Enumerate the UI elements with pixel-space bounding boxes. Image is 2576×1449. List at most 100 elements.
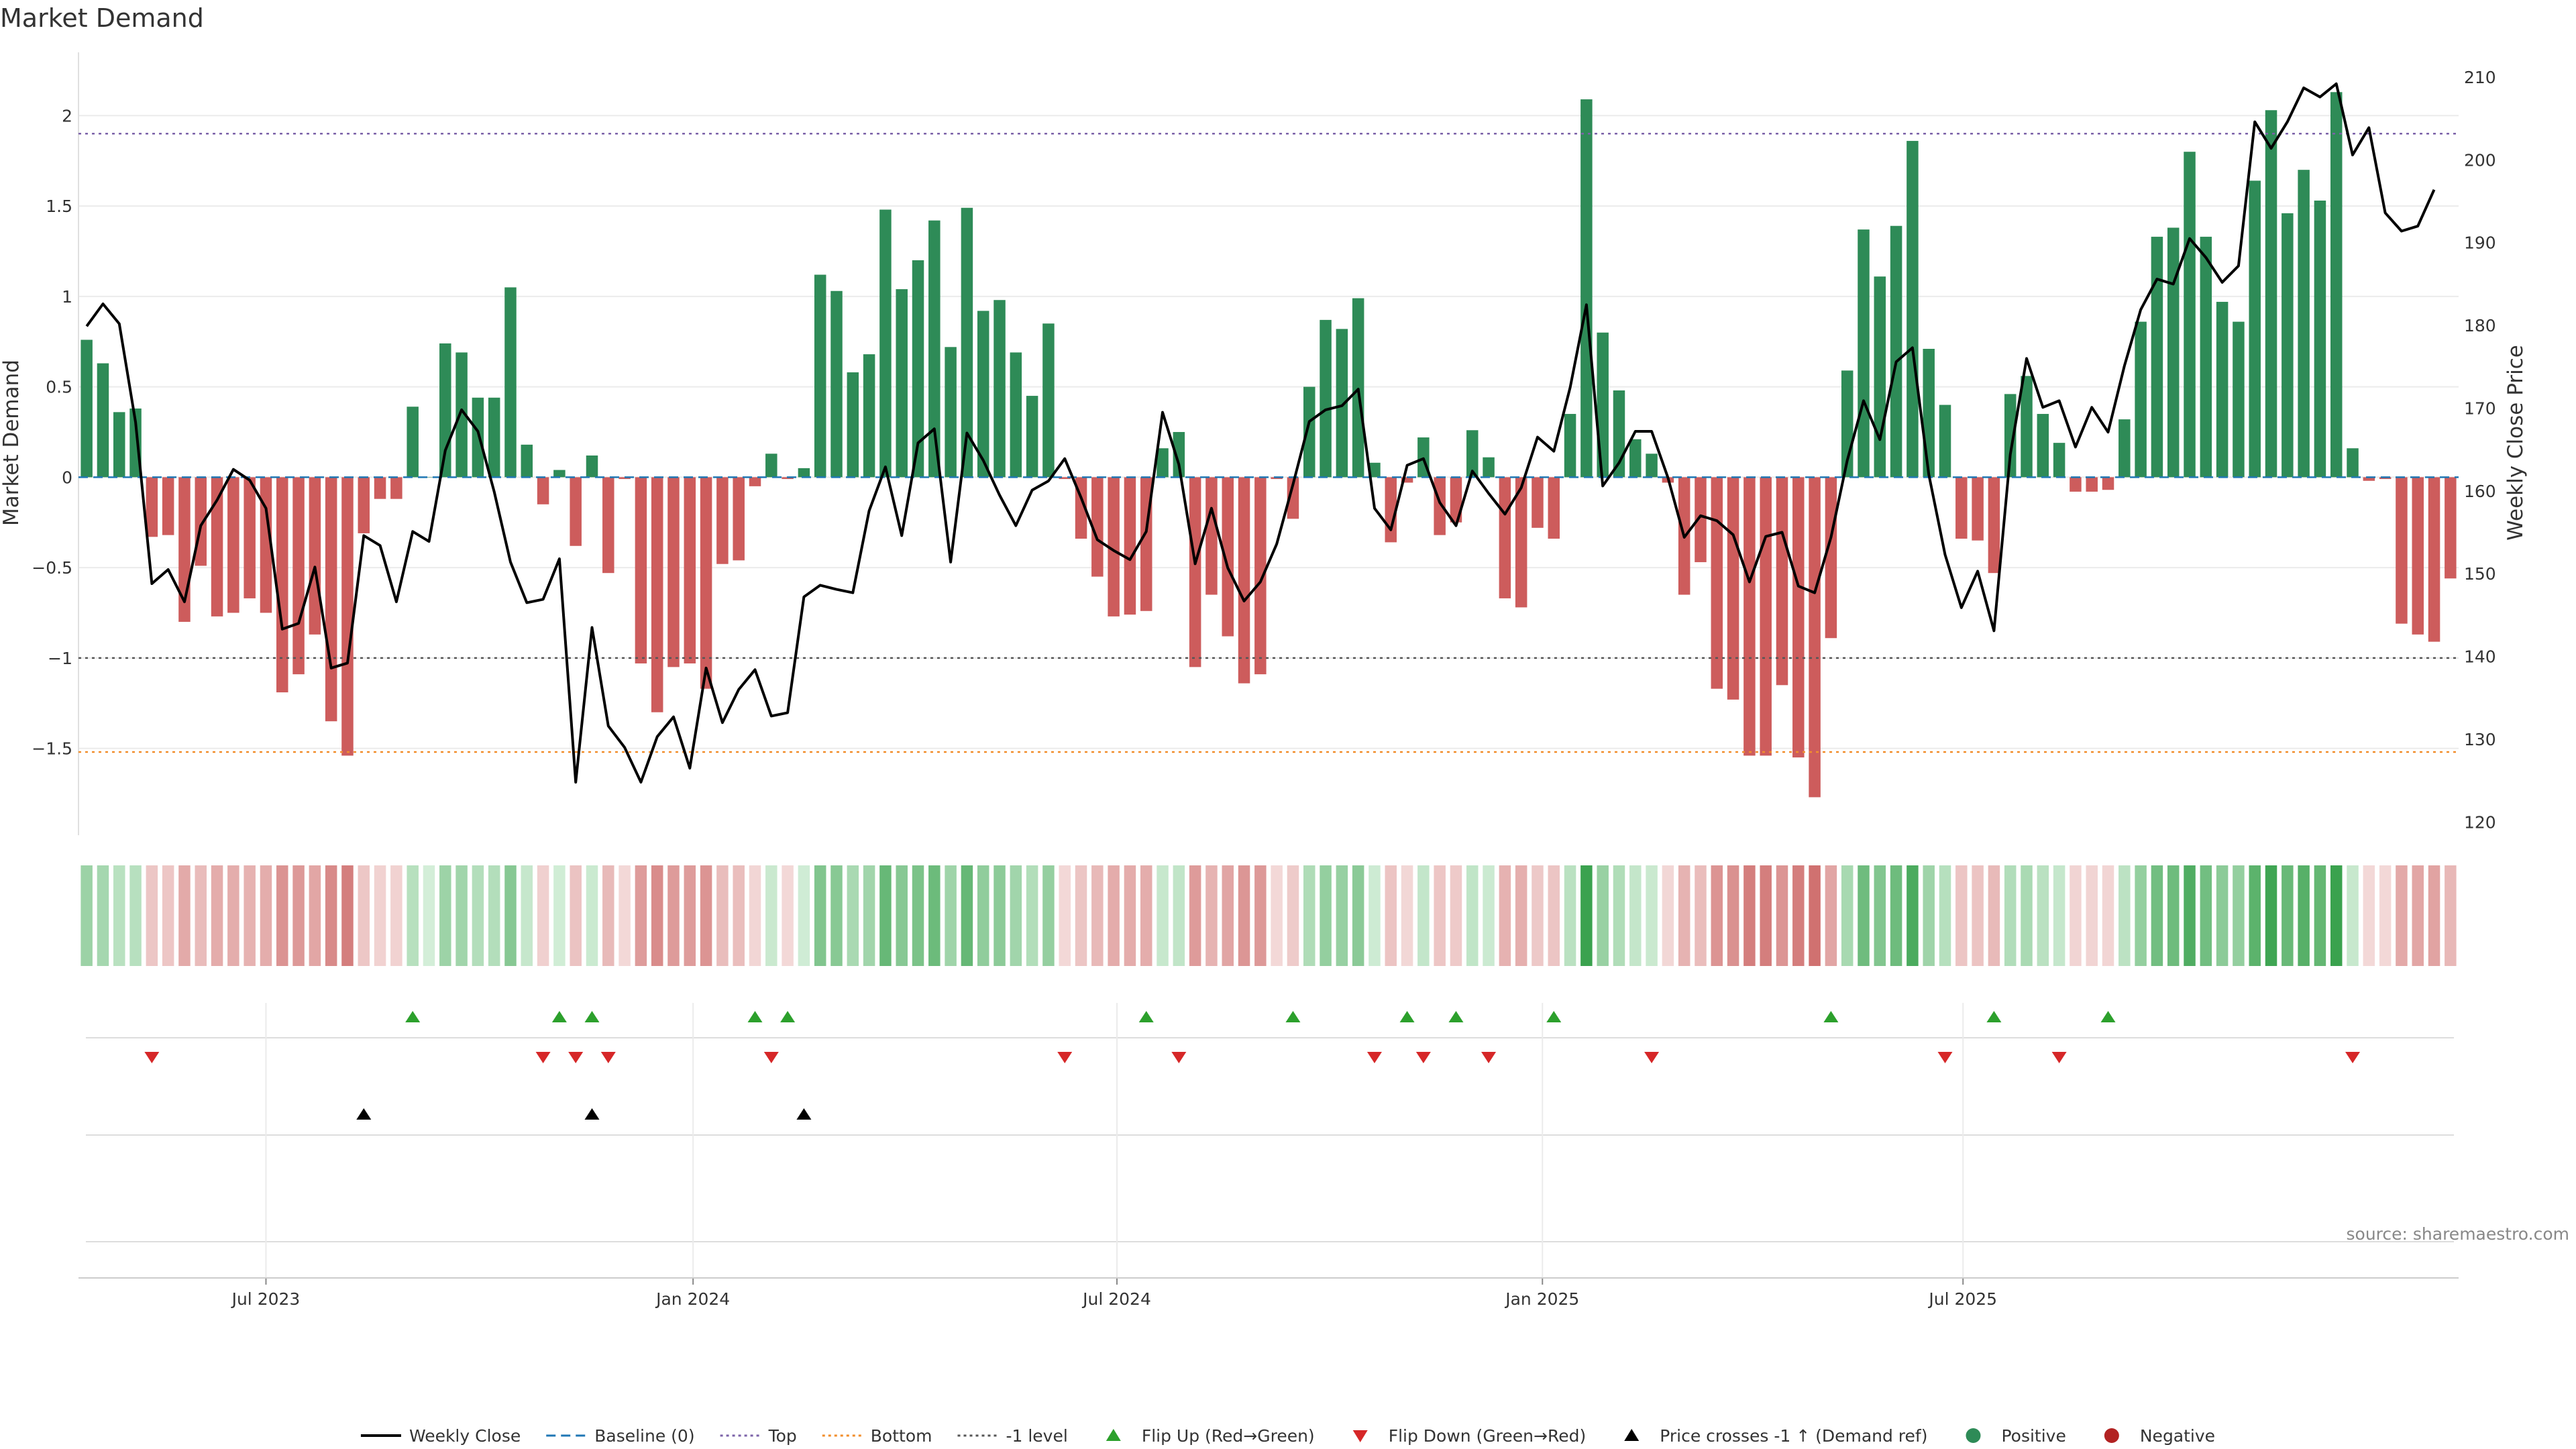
heat-strip-cell (1939, 865, 1951, 966)
legend-label: -1 level (1006, 1426, 1067, 1446)
demand-bar-negative (390, 477, 402, 499)
price-cross-panel (86, 1108, 2454, 1136)
heat-strip-cell (602, 865, 614, 966)
demand-bar-positive (896, 289, 908, 478)
legend-item: Positive (1966, 1426, 2066, 1446)
heat-strip-cell (325, 865, 337, 966)
chart-title: Market Demand (0, 3, 204, 33)
legend-label: Top (768, 1426, 797, 1446)
demand-bar-positive (928, 220, 941, 478)
heat-strip-cell (863, 865, 875, 966)
demand-bar-negative (244, 477, 256, 598)
demand-bar-negative (309, 477, 321, 635)
heat-strip-cell (977, 865, 989, 966)
heat-strip-cell (2037, 865, 2049, 966)
y2-axis-title: Weekly Close Price (2504, 345, 2528, 541)
heat-strip-cell (749, 865, 761, 966)
demand-bar-negative (716, 477, 729, 564)
demand-bar-negative (2102, 477, 2114, 490)
legend-label: Negative (2140, 1426, 2215, 1446)
heat-strip-cell (276, 865, 288, 966)
heat-strip-cell (1858, 865, 1870, 966)
heat-strip-cell (1368, 865, 1381, 966)
heat-strip-cell (1825, 865, 1837, 966)
heat-strip-cell (537, 865, 549, 966)
heat-strip-cell (472, 865, 484, 966)
heat-strip-cell (1222, 865, 1234, 966)
demand-bar-negative (341, 477, 354, 756)
demand-bar-negative (749, 477, 761, 486)
heat-strip-cell (847, 865, 859, 966)
demand-bar-positive (814, 274, 826, 478)
heat-strip-cell (407, 865, 419, 966)
heat-strip-cell (113, 865, 125, 966)
demand-bar-positive (521, 444, 533, 478)
demand-bar-positive (912, 260, 924, 478)
heat-strip-cell (1711, 865, 1723, 966)
demand-bar-negative (667, 477, 680, 667)
heat-strip-cell (684, 865, 696, 966)
heat-strip-cell (2118, 865, 2131, 966)
demand-bar-negative (1238, 477, 1250, 684)
demand-bar-negative (1727, 477, 1739, 700)
legend-swatch-triangle-up (1624, 1429, 1640, 1441)
heat-strip-cell (1434, 865, 1446, 966)
heat-strip-cell (439, 865, 451, 966)
flip-down-marker (568, 1052, 584, 1063)
x-tick-label: Jul 2024 (1081, 1289, 1151, 1309)
demand-bar-positive (488, 397, 500, 478)
heat-strip-cell (994, 865, 1006, 966)
heat-strip-cell (1303, 865, 1316, 966)
demand-bar-positive (2347, 448, 2359, 478)
demand-bar-positive (2265, 110, 2277, 478)
demand-bar-negative (651, 477, 663, 712)
y2-tick-label: 130 (2464, 730, 2496, 749)
demand-bar-positive (2118, 419, 2131, 478)
demand-bar-negative (602, 477, 614, 574)
heat-strip-cell (1972, 865, 1984, 966)
demand-bar-positive (2004, 394, 2017, 478)
source-note: source: sharemaestro.com (2347, 1224, 2570, 1244)
demand-bar-negative (2379, 477, 2392, 480)
heat-strip-cell (1907, 865, 1919, 966)
heat-strip-cell (80, 865, 93, 966)
heat-strip-cell (1874, 865, 1886, 966)
heat-strip-cell (1646, 865, 1658, 966)
demand-bar-positive (945, 347, 957, 478)
y-axis-title: Market Demand (0, 360, 23, 526)
demand-bar-positive (407, 407, 419, 478)
heat-strip-cell (1287, 865, 1299, 966)
legend-item: -1 level (957, 1426, 1068, 1446)
heat-strip-cell (1955, 865, 1968, 966)
legend-label: Positive (2001, 1426, 2065, 1446)
flip-down-marker (1644, 1052, 1660, 1063)
y-tick-label: 0 (62, 468, 72, 487)
y2-tick-label: 120 (2464, 812, 2496, 832)
demand-bar-negative (1988, 477, 2000, 574)
flip-down-marker (1171, 1052, 1187, 1063)
flip-down-marker (600, 1052, 616, 1063)
flip-up-marker (1986, 1011, 2002, 1022)
heat-strip-cell (2249, 865, 2261, 966)
demand-bar-positive (1026, 396, 1038, 478)
demand-bar-positive (798, 468, 810, 478)
demand-bar-negative (2445, 477, 2457, 579)
legend-item: Baseline (0) (546, 1426, 695, 1446)
heat-strip-cell (1059, 865, 1071, 966)
heat-strip-cell (1792, 865, 1805, 966)
x-tick-label: Jan 2024 (655, 1289, 730, 1309)
demand-bar-positive (1483, 457, 1495, 478)
demand-bar-negative (782, 477, 794, 480)
heat-strip-cell (945, 865, 957, 966)
legend-item: Bottom (822, 1426, 932, 1446)
demand-bar-negative (1271, 477, 1283, 480)
demand-bar-negative (227, 477, 239, 613)
heat-strip-cell (667, 865, 680, 966)
demand-bar-positive (1157, 448, 1169, 478)
heat-strip-cell (570, 865, 582, 966)
demand-bar-positive (472, 397, 484, 478)
heat-strip-cell (1010, 865, 1022, 966)
heat-strip-cell (2216, 865, 2229, 966)
